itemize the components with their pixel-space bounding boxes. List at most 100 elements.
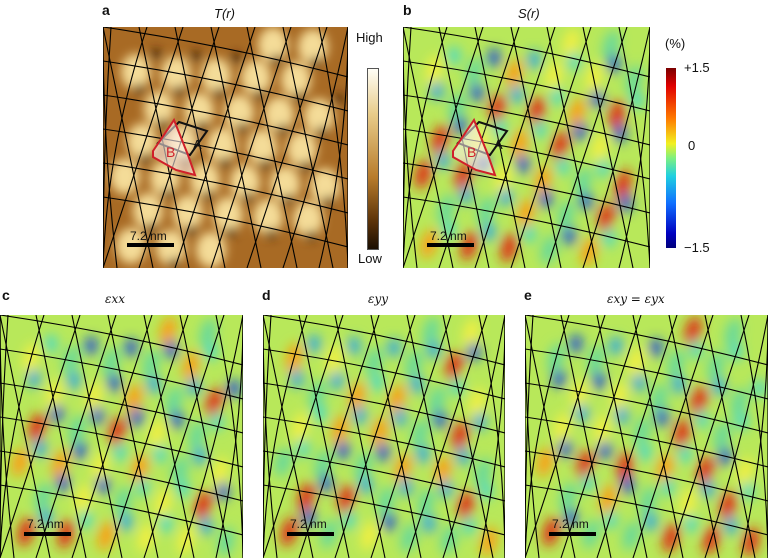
lattice-line [582, 27, 650, 268]
strain-blob [569, 97, 585, 128]
lattice-line [103, 27, 348, 78]
strain-blob [475, 457, 491, 487]
strain-blob [650, 338, 662, 357]
strain-blob [557, 157, 569, 176]
bright-domain [293, 201, 323, 237]
strain-blob [469, 387, 485, 418]
lattice-line [103, 94, 348, 146]
strain-blob [166, 385, 182, 416]
strain-blob [423, 316, 439, 346]
lattice-line [406, 315, 488, 558]
strain-blob [680, 488, 696, 518]
lattice-line [71, 315, 123, 558]
strain-blob [575, 167, 591, 197]
strain-blob [125, 338, 137, 357]
strain-blob [429, 385, 445, 416]
strain-blob [609, 99, 625, 130]
lattice-line [0, 315, 81, 558]
panel-c-title: εxx [105, 292, 125, 306]
lattice-line [403, 27, 454, 268]
bright-domain [230, 164, 260, 201]
lattice-line [103, 27, 118, 268]
strain-blob [435, 455, 451, 485]
colorbar-b-unit: (%) [665, 36, 686, 51]
strain-blob [51, 404, 63, 423]
scale-bar-label-e: 7.2 nm [552, 517, 589, 531]
lattice-line [35, 315, 117, 558]
lattice-line [246, 27, 328, 268]
bright-domain [144, 90, 174, 127]
strain-blob [463, 318, 479, 348]
lattice-line [442, 315, 505, 558]
dark-node [243, 192, 253, 202]
lattice-line [35, 315, 87, 558]
strain-blob [518, 198, 534, 228]
scale-bar-a [127, 243, 174, 247]
strain-blob [725, 318, 741, 348]
strain-blob [731, 387, 747, 418]
dark-node [140, 153, 150, 164]
scale-bar-label-b: 7.2 nm [430, 229, 467, 243]
strain-map-e [525, 315, 768, 558]
dark-node [266, 228, 276, 239]
strain-blob [623, 521, 639, 551]
strain-blob [690, 340, 702, 359]
lattice-line [174, 27, 256, 268]
strain-blob [160, 316, 176, 346]
strain-blob [412, 418, 428, 449]
lattice-line [107, 315, 159, 558]
strain-blob [620, 194, 632, 212]
strain-blob [206, 387, 222, 418]
strain-blob [108, 373, 120, 392]
dark-node [151, 48, 161, 59]
lattice-line [263, 416, 505, 468]
colorbar-b-max: +1.5 [684, 60, 710, 75]
lattice-line [510, 27, 562, 268]
dark-node [334, 93, 344, 104]
strain-blob [383, 512, 395, 531]
strain-blob [120, 512, 132, 531]
strain-blob [343, 510, 355, 529]
strain-blob [218, 527, 234, 557]
dark-node [231, 52, 241, 63]
strain-blob [418, 488, 434, 518]
lattice-line [143, 315, 225, 558]
dark-node [226, 226, 236, 237]
lattice-line [403, 128, 650, 180]
lattice-line [525, 416, 768, 468]
lattice-line [632, 315, 714, 558]
bright-domain [287, 131, 317, 168]
bright-domain [173, 195, 203, 231]
panel-d-label: d [262, 287, 271, 303]
strain-blob [523, 224, 535, 243]
dark-node [260, 159, 270, 170]
strain-blob [281, 517, 297, 547]
lattice-line [246, 27, 298, 268]
panel-e-title: εxy = εyx [607, 292, 665, 306]
strain-blob [337, 441, 349, 460]
strain-blob [597, 159, 609, 178]
dark-node [191, 50, 201, 61]
lattice-line [704, 315, 768, 558]
strain-blob [481, 527, 497, 557]
strain-blob [18, 517, 34, 547]
strain-blob [563, 226, 575, 245]
strain-blob [348, 336, 360, 355]
bright-domain [201, 57, 231, 94]
strain-blob [406, 349, 422, 379]
strain-blob [434, 410, 446, 429]
lattice-line [525, 382, 768, 434]
strain-blob [417, 445, 429, 464]
strain-blob [92, 451, 108, 481]
strain-blob [737, 457, 753, 487]
lattice-line [546, 27, 628, 268]
dark-node [300, 161, 310, 172]
strain-blob [115, 486, 131, 516]
strain-blob [534, 120, 546, 139]
lattice-line [210, 27, 262, 268]
dark-node [277, 124, 287, 135]
lattice-line [525, 315, 576, 558]
strain-blob [501, 233, 517, 263]
dark-node [323, 196, 333, 206]
strain-blob [615, 169, 631, 199]
